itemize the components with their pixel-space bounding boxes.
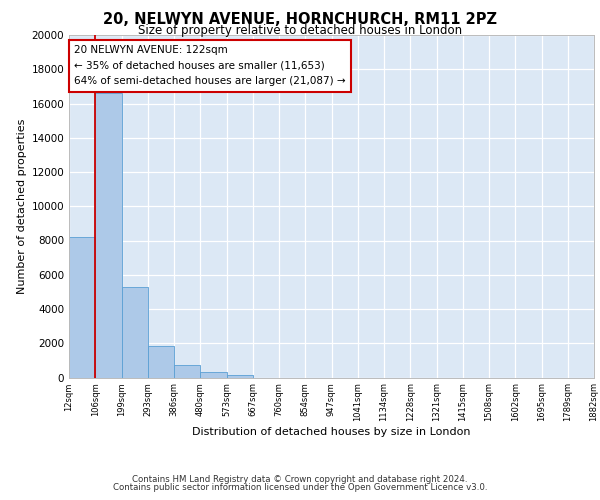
- Text: Contains public sector information licensed under the Open Government Licence v3: Contains public sector information licen…: [113, 484, 487, 492]
- Text: 20, NELWYN AVENUE, HORNCHURCH, RM11 2PZ: 20, NELWYN AVENUE, HORNCHURCH, RM11 2PZ: [103, 12, 497, 28]
- Bar: [69, 237, 95, 378]
- X-axis label: Distribution of detached houses by size in London: Distribution of detached houses by size …: [192, 427, 471, 437]
- Y-axis label: Number of detached properties: Number of detached properties: [17, 118, 27, 294]
- Text: Contains HM Land Registry data © Crown copyright and database right 2024.: Contains HM Land Registry data © Crown c…: [132, 475, 468, 484]
- Bar: [174, 364, 200, 378]
- Text: Size of property relative to detached houses in London: Size of property relative to detached ho…: [138, 24, 462, 37]
- Bar: [200, 372, 227, 378]
- Bar: [95, 93, 121, 378]
- Bar: [227, 375, 253, 378]
- Bar: [121, 286, 148, 378]
- Bar: [148, 346, 174, 378]
- Text: 20 NELWYN AVENUE: 122sqm
← 35% of detached houses are smaller (11,653)
64% of se: 20 NELWYN AVENUE: 122sqm ← 35% of detach…: [74, 46, 346, 86]
